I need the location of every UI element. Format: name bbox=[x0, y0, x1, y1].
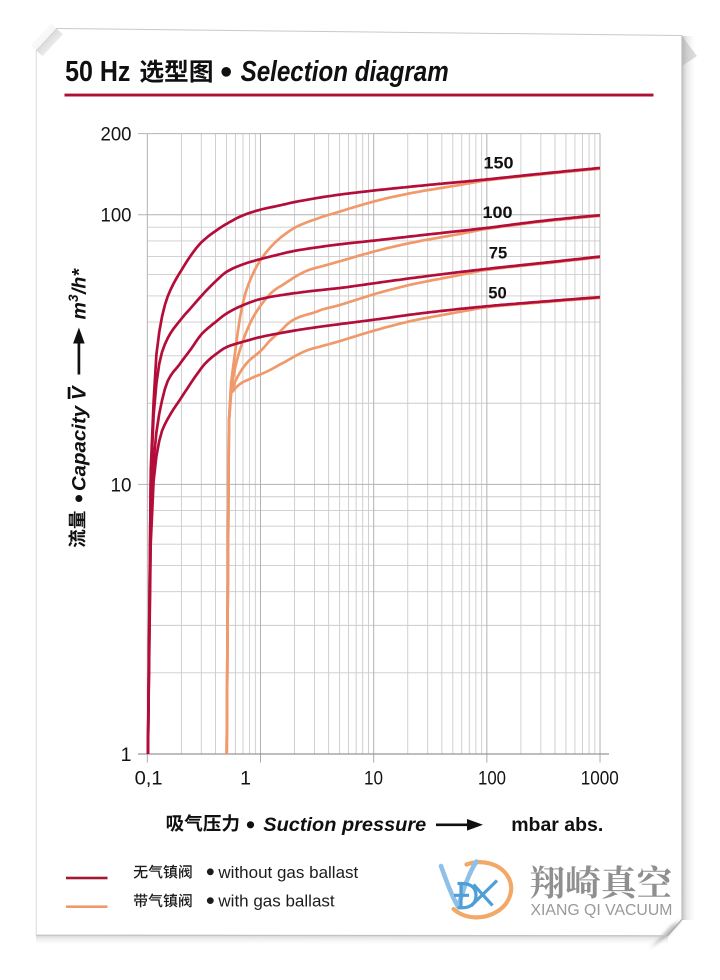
svg-text:/h*: /h* bbox=[69, 268, 91, 295]
svg-text:without gas ballast: without gas ballast bbox=[217, 863, 358, 882]
svg-text:10: 10 bbox=[111, 474, 132, 496]
svg-text:m: m bbox=[69, 302, 91, 319]
svg-text:mbar abs.: mbar abs. bbox=[511, 814, 603, 836]
svg-text:100: 100 bbox=[478, 767, 506, 789]
svg-text:3: 3 bbox=[66, 294, 81, 302]
svg-text:100: 100 bbox=[101, 205, 132, 227]
svg-text:XIANG QI VACUUM: XIANG QI VACUUM bbox=[531, 902, 673, 919]
svg-text:0,1: 0,1 bbox=[135, 767, 163, 789]
svg-text:with gas ballast: with gas ballast bbox=[217, 892, 335, 911]
svg-text:50: 50 bbox=[488, 284, 507, 302]
svg-text:1: 1 bbox=[121, 744, 132, 766]
svg-text:100: 100 bbox=[483, 204, 513, 222]
svg-text:1: 1 bbox=[240, 767, 251, 789]
svg-text:50 Hz: 50 Hz bbox=[65, 56, 130, 88]
svg-text:10: 10 bbox=[364, 767, 383, 789]
svg-text:150: 150 bbox=[484, 155, 514, 173]
svg-text:1000: 1000 bbox=[581, 767, 619, 789]
svg-text:Selection diagram: Selection diagram bbox=[241, 56, 449, 88]
svg-text:75: 75 bbox=[489, 244, 508, 262]
svg-text:Suction pressure: Suction pressure bbox=[263, 814, 426, 836]
svg-text:Capacity V: Capacity V bbox=[69, 384, 91, 491]
svg-text:200: 200 bbox=[101, 124, 132, 146]
